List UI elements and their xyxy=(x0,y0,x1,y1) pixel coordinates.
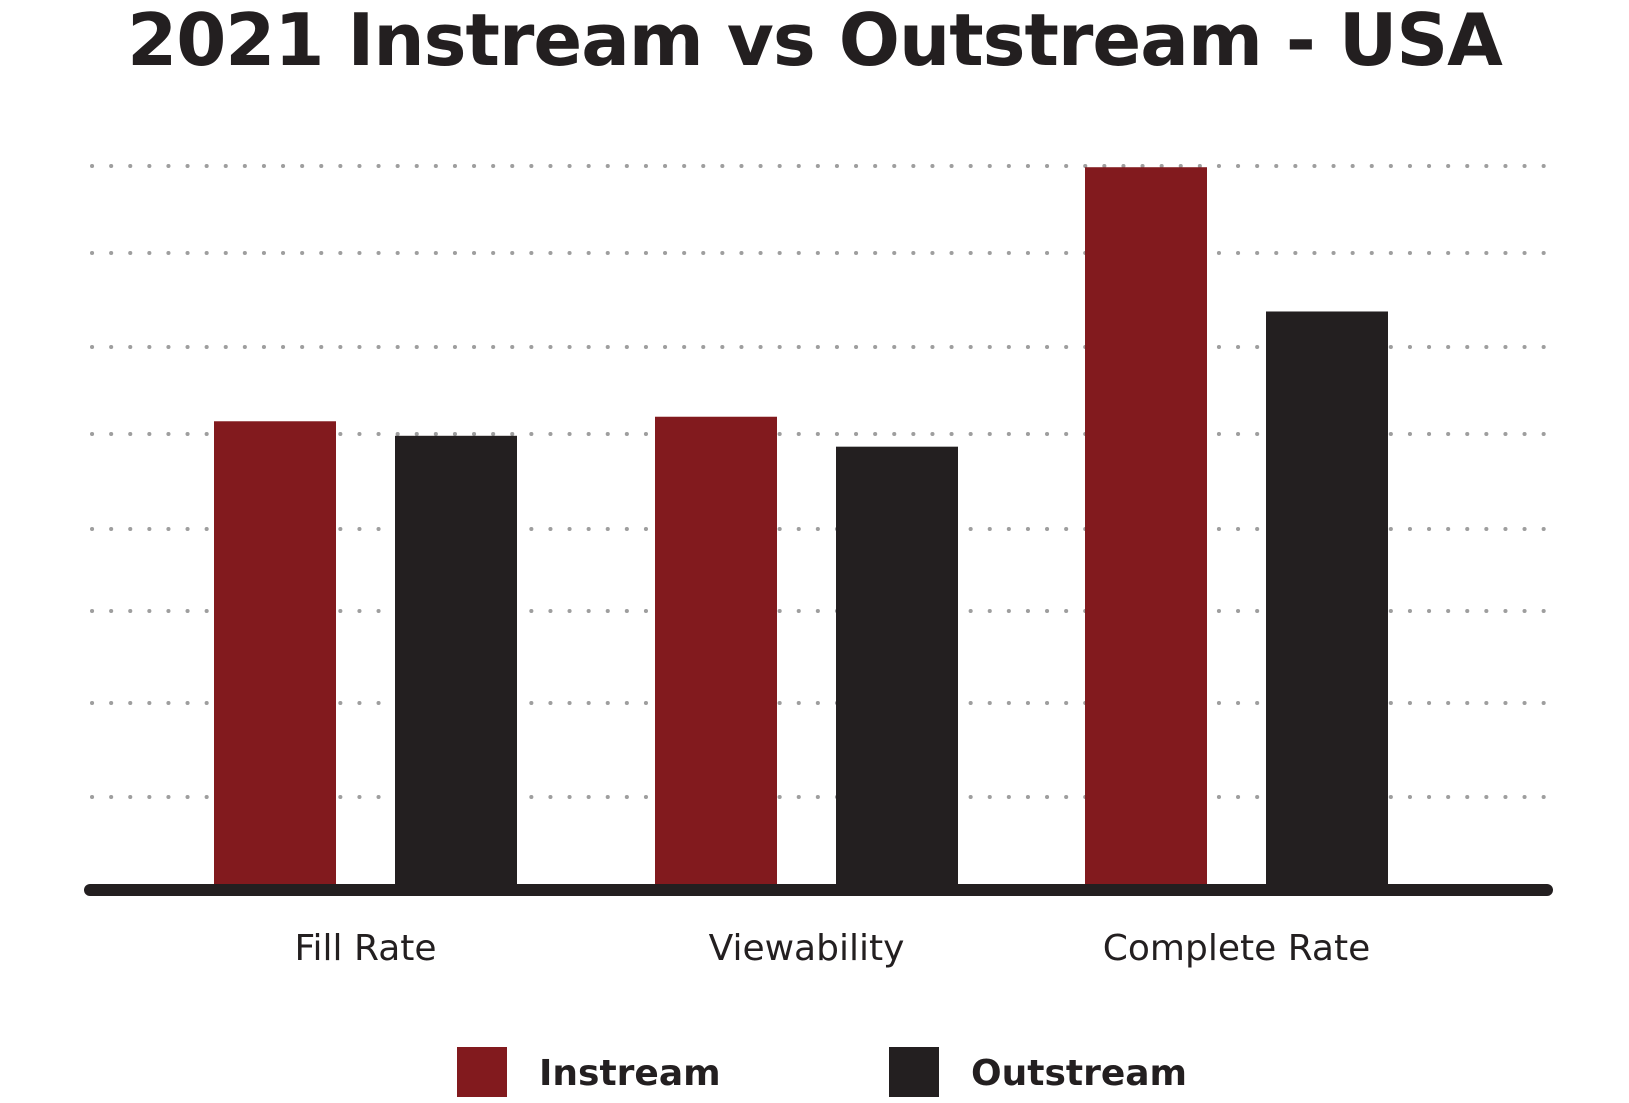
legend: Instream Outstream xyxy=(457,1047,1187,1097)
x-tick-labels: Fill Rate Viewability Complete Rate xyxy=(294,928,1370,969)
chart-title: 2021 Instream vs Outstream - USA xyxy=(127,0,1503,82)
bar-outstream-fill-rate xyxy=(395,435,517,884)
bar-instream-fill-rate xyxy=(214,421,336,884)
x-tick-label: Complete Rate xyxy=(1103,928,1371,969)
legend-label-instream: Instream xyxy=(539,1053,721,1094)
bar-outstream-viewability xyxy=(836,446,958,884)
bars xyxy=(214,167,1388,885)
x-tick-label: Viewability xyxy=(709,928,905,969)
bar-instream-complete-rate xyxy=(1085,167,1207,885)
bar-outstream-complete-rate xyxy=(1266,311,1388,885)
bar-instream-viewability xyxy=(655,416,777,884)
x-tick-label: Fill Rate xyxy=(294,928,436,969)
legend-label-outstream: Outstream xyxy=(971,1053,1187,1094)
legend-swatch-instream xyxy=(457,1047,507,1097)
legend-swatch-outstream xyxy=(889,1047,939,1097)
